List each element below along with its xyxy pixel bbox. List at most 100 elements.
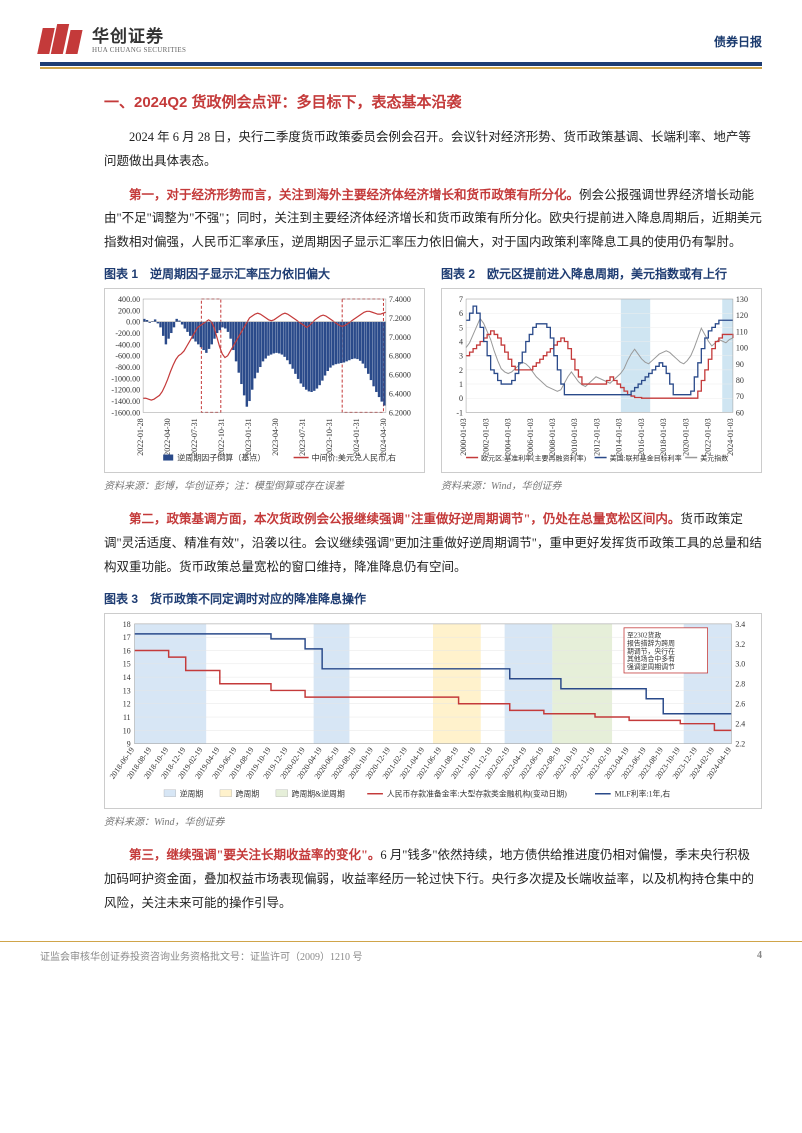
svg-text:MLF利率:1年,右: MLF利率:1年,右 xyxy=(615,788,671,798)
svg-text:2004-01-03: 2004-01-03 xyxy=(504,418,513,455)
svg-text:5: 5 xyxy=(459,323,463,332)
svg-text:7.2000: 7.2000 xyxy=(389,314,411,323)
svg-text:2014-01-03: 2014-01-03 xyxy=(615,418,624,455)
svg-text:200.00: 200.00 xyxy=(118,306,140,315)
svg-text:强调逆周期调节: 强调逆周期调节 xyxy=(627,662,675,671)
svg-text:2024-01-03: 2024-01-03 xyxy=(726,418,735,455)
svg-text:报告措辞为跨周: 报告措辞为跨周 xyxy=(627,638,675,647)
svg-text:2010-01-03: 2010-01-03 xyxy=(570,418,579,455)
header: 华创证券 HUA CHUANG SECURITIES 债券日报 xyxy=(40,24,762,62)
chart3-title: 图表 3 货币政策不同定调时对应的降准降息操作 xyxy=(104,590,762,607)
footer: 证监会审核华创证券投资咨询业务资格批文号：证监许可（2009）1210 号 4 xyxy=(0,941,802,973)
doc-type: 债券日报 xyxy=(714,33,762,50)
svg-text:2020-01-03: 2020-01-03 xyxy=(681,418,690,455)
svg-text:2.2: 2.2 xyxy=(735,739,745,748)
footer-license: 证监会审核华创证券投资咨询业务资格批文号：证监许可（2009）1210 号 xyxy=(40,948,363,963)
svg-text:-1200.00: -1200.00 xyxy=(111,385,140,394)
chart3-panel: 91011121314151617182.22.42.62.83.03.23.4… xyxy=(104,613,762,810)
svg-text:至2302货政: 至2302货政 xyxy=(627,630,661,639)
svg-text:6.2000: 6.2000 xyxy=(389,408,411,417)
svg-text:美国:联邦基金目标利率: 美国:联邦基金目标利率 xyxy=(610,453,682,462)
svg-text:0.00: 0.00 xyxy=(126,317,140,326)
chart1-source: 资料来源：彭博，华创证券；注：模型倒算或存在误差 xyxy=(104,477,425,492)
svg-text:1: 1 xyxy=(459,380,463,389)
svg-text:80: 80 xyxy=(736,376,744,385)
svg-text:0: 0 xyxy=(459,394,463,403)
para-2-strong: 第一，对于经济形势而言，关注到海外主要经济体经济增长和货币政策有所分化。 xyxy=(129,188,579,202)
logo-mark-icon xyxy=(40,24,84,58)
svg-text:2012-01-03: 2012-01-03 xyxy=(592,418,601,455)
svg-text:10: 10 xyxy=(123,726,131,735)
svg-text:7.0000: 7.0000 xyxy=(389,333,411,342)
chart3-source: 资料来源：Wind，华创证券 xyxy=(104,813,762,828)
chart1-title: 图表 1 逆周期因子显示汇率压力依旧偏大 xyxy=(104,265,425,282)
chart1-canvas: -1600.00-1400.00-1200.00-1000.00-800.00-… xyxy=(109,293,420,469)
svg-text:13: 13 xyxy=(123,686,131,695)
svg-text:期调节，央行在: 期调节，央行在 xyxy=(627,646,675,655)
svg-text:130: 130 xyxy=(736,295,748,304)
svg-text:2022-01-28: 2022-01-28 xyxy=(136,418,145,455)
svg-text:15: 15 xyxy=(123,659,131,668)
logo-cn: 华创证券 xyxy=(92,28,186,47)
svg-text:3.2: 3.2 xyxy=(735,639,745,648)
rule-navy xyxy=(40,62,762,66)
svg-text:3.4: 3.4 xyxy=(735,619,745,628)
svg-text:6.4000: 6.4000 xyxy=(389,389,411,398)
svg-text:2024-01-31: 2024-01-31 xyxy=(352,418,361,455)
chart2-source: 资料来源：Wind，华创证券 xyxy=(441,477,762,492)
svg-text:2022-04-30: 2022-04-30 xyxy=(163,418,172,455)
svg-text:70: 70 xyxy=(736,392,744,401)
svg-text:2: 2 xyxy=(459,366,463,375)
svg-text:2.6: 2.6 xyxy=(735,699,745,708)
svg-text:2022-10-31: 2022-10-31 xyxy=(217,418,226,455)
chart2-title: 图表 2 欧元区提前进入降息周期，美元指数或有上行 xyxy=(441,265,762,282)
svg-text:3.0: 3.0 xyxy=(735,659,745,668)
svg-text:跨周期: 跨周期 xyxy=(236,789,260,798)
svg-text:400.00: 400.00 xyxy=(118,295,140,304)
svg-text:美元指数: 美元指数 xyxy=(700,453,728,462)
section-heading: 一、2024Q2 货政例会点评：多目标下，表态基本沿袭 xyxy=(40,91,762,112)
svg-text:110: 110 xyxy=(736,327,748,336)
svg-text:2022-01-03: 2022-01-03 xyxy=(704,418,713,455)
svg-text:120: 120 xyxy=(736,311,748,320)
svg-text:-600.00: -600.00 xyxy=(115,351,140,360)
svg-text:-1400.00: -1400.00 xyxy=(111,397,140,406)
svg-text:2008-01-03: 2008-01-03 xyxy=(548,418,557,455)
svg-text:7: 7 xyxy=(459,295,463,304)
para-1: 2024 年 6 月 28 日，央行二季度货币政策委员会例会召开。会议针对经济形… xyxy=(40,126,762,174)
chart1-panel: -1600.00-1400.00-1200.00-1000.00-800.00-… xyxy=(104,288,425,474)
svg-text:14: 14 xyxy=(123,673,131,682)
svg-text:12: 12 xyxy=(123,699,131,708)
svg-text:17: 17 xyxy=(123,633,131,642)
logo: 华创证券 HUA CHUANG SECURITIES xyxy=(40,24,186,58)
svg-text:16: 16 xyxy=(123,646,131,655)
svg-text:6.8000: 6.8000 xyxy=(389,351,411,360)
svg-text:2023-10-31: 2023-10-31 xyxy=(325,418,334,455)
svg-text:2023-07-31: 2023-07-31 xyxy=(298,418,307,455)
svg-text:18: 18 xyxy=(123,619,131,628)
logo-en: HUA CHUANG SECURITIES xyxy=(92,47,186,55)
svg-text:100: 100 xyxy=(736,343,748,352)
svg-text:3: 3 xyxy=(459,351,463,360)
svg-text:-800.00: -800.00 xyxy=(115,363,140,372)
chart3-canvas: 91011121314151617182.22.42.62.83.03.23.4… xyxy=(109,618,757,805)
svg-text:欧元区:基准利率(主要再融资利率): 欧元区:基准利率(主要再融资利率) xyxy=(481,453,587,462)
svg-text:中间价:美元兑人民币,右: 中间价:美元兑人民币,右 xyxy=(312,452,396,462)
para-2: 第一，对于经济形势而言，关注到海外主要经济体经济增长和货币政策有所分化。例会公报… xyxy=(40,184,762,255)
svg-text:其他场合中多有: 其他场合中多有 xyxy=(627,654,675,663)
svg-text:6.6000: 6.6000 xyxy=(389,370,411,379)
para-3-strong: 第二，政策基调方面，本次货政例会公报继续强调"注重做好逆周期调节"，仍处在总量宽… xyxy=(129,512,680,526)
para-3: 第二，政策基调方面，本次货政例会公报继续强调"注重做好逆周期调节"，仍处在总量宽… xyxy=(40,508,762,579)
chart2-panel: -101234567607080901001101201302000-01-03… xyxy=(441,288,762,474)
svg-text:11: 11 xyxy=(123,713,131,722)
svg-text:-1: -1 xyxy=(456,408,463,417)
svg-text:4: 4 xyxy=(459,337,463,346)
svg-text:2023-04-30: 2023-04-30 xyxy=(271,418,280,455)
para-4-strong: 第三，继续强调"要关注长期收益率的变化"。 xyxy=(129,848,380,862)
svg-text:-1600.00: -1600.00 xyxy=(111,408,140,417)
svg-text:7.4000: 7.4000 xyxy=(389,295,411,304)
svg-text:逆周期: 逆周期 xyxy=(180,788,204,798)
chart2-canvas: -101234567607080901001101201302000-01-03… xyxy=(446,293,757,469)
page-number: 4 xyxy=(757,950,762,961)
para-4: 第三，继续强调"要关注长期收益率的变化"。6 月"钱多"依然持续，地方债供给推进… xyxy=(40,844,762,915)
